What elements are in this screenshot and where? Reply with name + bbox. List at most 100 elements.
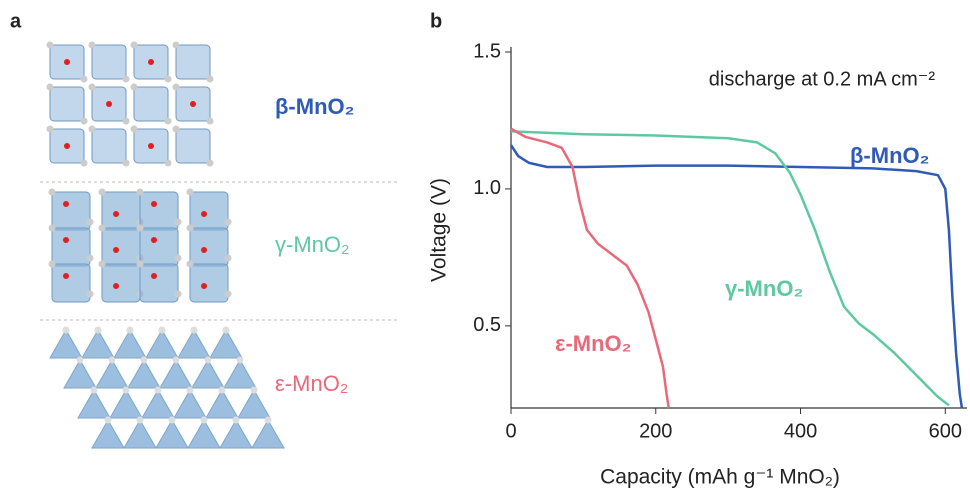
atom [172, 125, 180, 133]
atom [48, 188, 56, 196]
annotation: discharge at 0.2 mA cm⁻² [709, 68, 936, 90]
atom [122, 117, 130, 125]
atom [206, 159, 214, 167]
polyhedron [189, 191, 229, 231]
atom [151, 273, 157, 279]
atom [80, 117, 88, 125]
polyhedron [139, 227, 179, 267]
structure-label: ε-MnO₂ [275, 371, 348, 396]
atom [113, 211, 119, 217]
atom [168, 416, 176, 424]
atom [172, 356, 180, 364]
structure-label: β-MnO₂ [275, 94, 354, 119]
atom [204, 356, 212, 364]
crystal-structures [46, 41, 285, 449]
atom [80, 159, 88, 167]
atom [48, 260, 56, 268]
atom [172, 41, 180, 49]
series-label: γ-MnO₂ [725, 276, 803, 301]
atom [104, 416, 112, 424]
octahedron-face [177, 328, 211, 359]
polyhedron [51, 227, 91, 267]
series-line [510, 127, 671, 409]
polyhedron [175, 44, 211, 80]
atom [222, 326, 230, 334]
atom [98, 224, 106, 232]
atom [224, 254, 232, 262]
atom [151, 237, 157, 243]
y-tick-label: 0.5 [473, 314, 501, 336]
atom [151, 201, 157, 207]
panel-label: b [430, 10, 442, 32]
atom [201, 211, 207, 217]
atom [80, 75, 88, 83]
polyhedron [101, 263, 141, 303]
atom [201, 247, 207, 253]
atom [88, 41, 96, 49]
x-tick-label: 200 [639, 420, 672, 442]
octahedron-face [81, 328, 115, 359]
atom [108, 356, 116, 364]
x-tick-label: 400 [784, 420, 817, 442]
atom [64, 59, 70, 65]
polyhedron [139, 191, 179, 231]
atom [218, 386, 226, 394]
atom [264, 416, 272, 424]
atom [130, 41, 138, 49]
x-tick-label: 600 [929, 420, 962, 442]
octahedron-face [113, 328, 147, 359]
polyhedron [51, 263, 91, 303]
atom [136, 416, 144, 424]
atom [190, 326, 198, 334]
atom [164, 75, 172, 83]
polyhedron [51, 191, 91, 231]
atom [46, 125, 54, 133]
atom [88, 125, 96, 133]
octahedron-face [145, 328, 179, 359]
atom [122, 75, 130, 83]
atom [206, 117, 214, 125]
octahedron-face [219, 418, 253, 449]
atom [86, 290, 94, 298]
atom [130, 125, 138, 133]
atom [106, 101, 112, 107]
series-label: ε-MnO₂ [555, 331, 631, 356]
octahedron-face [77, 388, 111, 419]
atom [164, 159, 172, 167]
panel-label: a [10, 10, 22, 32]
atom [190, 101, 196, 107]
octahedron-face [123, 418, 157, 449]
structure-label: γ-MnO₂ [275, 232, 350, 257]
atom [76, 356, 84, 364]
y-tick-label: 1.5 [473, 40, 501, 62]
polyhedron [91, 44, 127, 80]
atom [158, 326, 166, 334]
atom [90, 386, 98, 394]
octahedron-face [237, 388, 271, 419]
atom [48, 224, 56, 232]
atom [88, 83, 96, 91]
atom [136, 224, 144, 232]
octahedron-face [141, 388, 175, 419]
atom [250, 386, 258, 394]
octahedron-face [173, 388, 207, 419]
polyhedron [133, 86, 169, 122]
atom [154, 386, 162, 394]
octahedron-face [155, 418, 189, 449]
series-line [510, 130, 950, 407]
octahedron-face [159, 358, 193, 389]
atom [113, 283, 119, 289]
atom [130, 83, 138, 91]
polyhedron [101, 191, 141, 231]
atom [186, 188, 194, 196]
atom [186, 224, 194, 232]
octahedron-face [191, 358, 225, 389]
atom [98, 260, 106, 268]
octahedron-face [187, 418, 221, 449]
atom [86, 254, 94, 262]
octahedron-face [209, 328, 243, 359]
atom [62, 326, 70, 334]
atom [113, 247, 119, 253]
atom [63, 201, 69, 207]
